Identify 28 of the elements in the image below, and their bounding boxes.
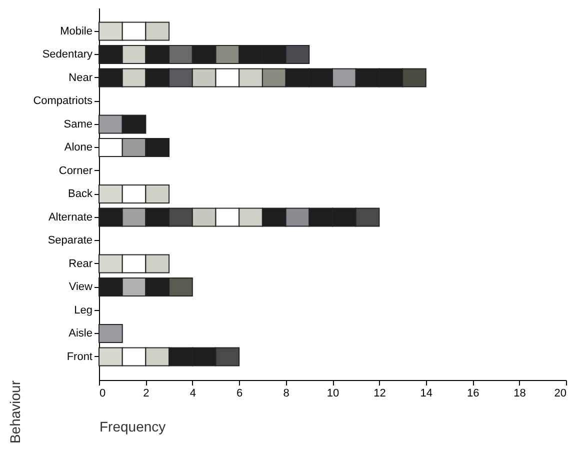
y-tick-label: Mobile bbox=[60, 25, 92, 38]
y-tick-label: Corner bbox=[58, 164, 93, 177]
x-tick-label: 16 bbox=[466, 388, 480, 400]
y-tick-label: Leg bbox=[74, 304, 92, 316]
x-tick-label: 10 bbox=[326, 388, 340, 400]
x-tick-label: 6 bbox=[236, 388, 243, 400]
y-tick-label: Alternate bbox=[48, 211, 92, 224]
y-tick-label: Back bbox=[68, 188, 93, 200]
x-tick-label: 20 bbox=[554, 388, 566, 400]
x-tick-label: 0 bbox=[100, 388, 106, 400]
y-tick-label: Alone bbox=[64, 142, 92, 154]
y-tick-label: Same bbox=[64, 118, 92, 130]
y-tick-label: Sedentary bbox=[42, 48, 93, 60]
y-tick-label: Separate bbox=[48, 234, 92, 246]
x-tick-label: 12 bbox=[374, 388, 386, 400]
y-tick-label: Near bbox=[68, 72, 93, 84]
x-tick-label: 4 bbox=[190, 388, 196, 400]
y-tick-label: Front bbox=[66, 350, 92, 363]
x-tick-label: 14 bbox=[420, 388, 433, 400]
x-tick-label: 2 bbox=[143, 388, 150, 400]
y-tick-label: Compatriots bbox=[33, 95, 93, 107]
x-axis-title: Frequency bbox=[100, 418, 166, 434]
y-tick-label: View bbox=[68, 281, 93, 293]
y-tick-label: Rear bbox=[68, 258, 93, 270]
x-tick-label: 18 bbox=[514, 388, 526, 400]
y-tick-label: Aisle bbox=[68, 328, 92, 340]
y-axis-title: Behaviour bbox=[7, 380, 24, 444]
x-tick-label: 8 bbox=[283, 388, 290, 400]
